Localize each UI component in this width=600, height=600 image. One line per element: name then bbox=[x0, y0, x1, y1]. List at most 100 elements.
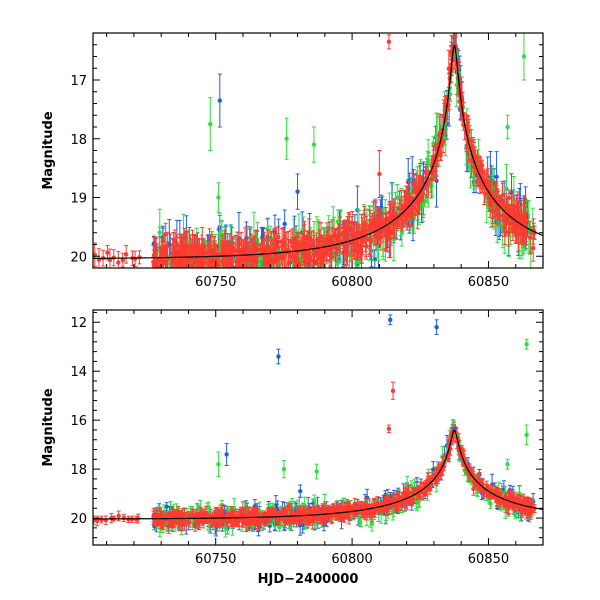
data-point bbox=[295, 189, 300, 194]
data-point bbox=[321, 270, 325, 274]
data-point bbox=[440, 139, 446, 144]
data-point bbox=[302, 259, 308, 264]
data-point bbox=[205, 269, 209, 273]
model-curve bbox=[93, 45, 543, 259]
data-point bbox=[438, 151, 443, 157]
data-point bbox=[311, 142, 317, 147]
data-point bbox=[531, 245, 536, 251]
data-point bbox=[334, 261, 340, 266]
data-point bbox=[159, 278, 163, 282]
data-point bbox=[160, 269, 164, 273]
data-point bbox=[387, 210, 392, 215]
data-point bbox=[380, 227, 386, 233]
data-point bbox=[355, 231, 360, 236]
data-point bbox=[217, 270, 221, 274]
data-point bbox=[494, 174, 499, 179]
data-point bbox=[234, 263, 240, 268]
data-point bbox=[256, 269, 260, 273]
data-point bbox=[509, 208, 515, 213]
panel-top: 60750 60800 60850 17 18 19 20 Magnitude bbox=[41, 28, 544, 290]
data-point bbox=[207, 241, 212, 246]
data-point bbox=[243, 247, 248, 252]
data-point bbox=[424, 183, 429, 188]
data-point bbox=[272, 236, 277, 242]
data-point bbox=[377, 171, 382, 177]
data-point bbox=[284, 136, 289, 141]
data-point bbox=[220, 246, 225, 252]
data-point bbox=[335, 219, 341, 224]
data-point bbox=[271, 260, 276, 266]
data-point bbox=[242, 276, 246, 280]
data-point bbox=[490, 209, 495, 214]
data-point bbox=[521, 54, 527, 59]
data-point bbox=[216, 195, 221, 200]
data-point bbox=[405, 201, 410, 206]
data-point bbox=[488, 202, 493, 208]
data-point bbox=[316, 248, 322, 253]
data-point bbox=[254, 270, 258, 274]
data-point bbox=[160, 247, 165, 252]
data-point bbox=[506, 229, 511, 235]
data-point bbox=[181, 252, 186, 258]
data-point bbox=[184, 271, 188, 275]
data-point bbox=[274, 243, 279, 249]
data-point bbox=[497, 202, 502, 208]
data-point bbox=[307, 253, 312, 259]
data-point bbox=[392, 210, 397, 216]
data-point bbox=[157, 279, 161, 283]
data-point bbox=[479, 163, 485, 168]
data-point bbox=[387, 214, 393, 220]
data-point bbox=[452, 28, 456, 32]
data-point bbox=[220, 259, 225, 265]
y-tick-label: 20 bbox=[70, 250, 87, 265]
x-tick-label: 60750 bbox=[195, 275, 236, 290]
data-point bbox=[347, 226, 352, 231]
data-point bbox=[155, 279, 159, 283]
y-tick-label: 17 bbox=[70, 74, 87, 89]
data-point bbox=[160, 239, 166, 244]
data-point bbox=[197, 247, 202, 252]
data-point bbox=[230, 246, 235, 251]
data-point bbox=[373, 210, 378, 216]
data-point bbox=[262, 256, 268, 262]
data-point bbox=[192, 245, 198, 250]
data-point bbox=[501, 213, 507, 218]
data-point bbox=[120, 257, 125, 263]
data-point bbox=[184, 248, 189, 254]
data-point bbox=[190, 251, 195, 257]
data-point bbox=[258, 247, 263, 253]
data-point bbox=[409, 209, 414, 215]
data-point bbox=[132, 256, 138, 261]
data-point bbox=[342, 235, 347, 240]
data-point bbox=[188, 272, 192, 276]
data-point bbox=[252, 255, 257, 260]
data-point bbox=[518, 225, 524, 230]
data-point bbox=[265, 226, 270, 232]
plot-area bbox=[93, 314, 543, 538]
data-point bbox=[347, 268, 351, 272]
data-point bbox=[157, 257, 163, 262]
data-point bbox=[311, 243, 316, 248]
data-point bbox=[505, 124, 510, 130]
data-point bbox=[353, 270, 357, 274]
data-point bbox=[174, 243, 180, 248]
data-point bbox=[116, 513, 121, 519]
data-point bbox=[170, 250, 175, 256]
data-point bbox=[399, 207, 404, 212]
data-point bbox=[392, 225, 397, 230]
plot-area bbox=[93, 28, 543, 283]
data-point bbox=[180, 269, 184, 273]
data-point bbox=[415, 196, 421, 202]
data-point bbox=[179, 263, 184, 268]
data-point bbox=[367, 237, 372, 242]
data-point bbox=[431, 154, 436, 159]
data-point bbox=[446, 66, 451, 71]
data-point bbox=[201, 255, 206, 260]
data-point bbox=[514, 231, 519, 236]
data-point bbox=[414, 188, 419, 194]
data-point bbox=[151, 259, 156, 265]
data-point bbox=[227, 249, 232, 254]
data-point bbox=[156, 271, 160, 275]
data-point bbox=[469, 143, 475, 149]
